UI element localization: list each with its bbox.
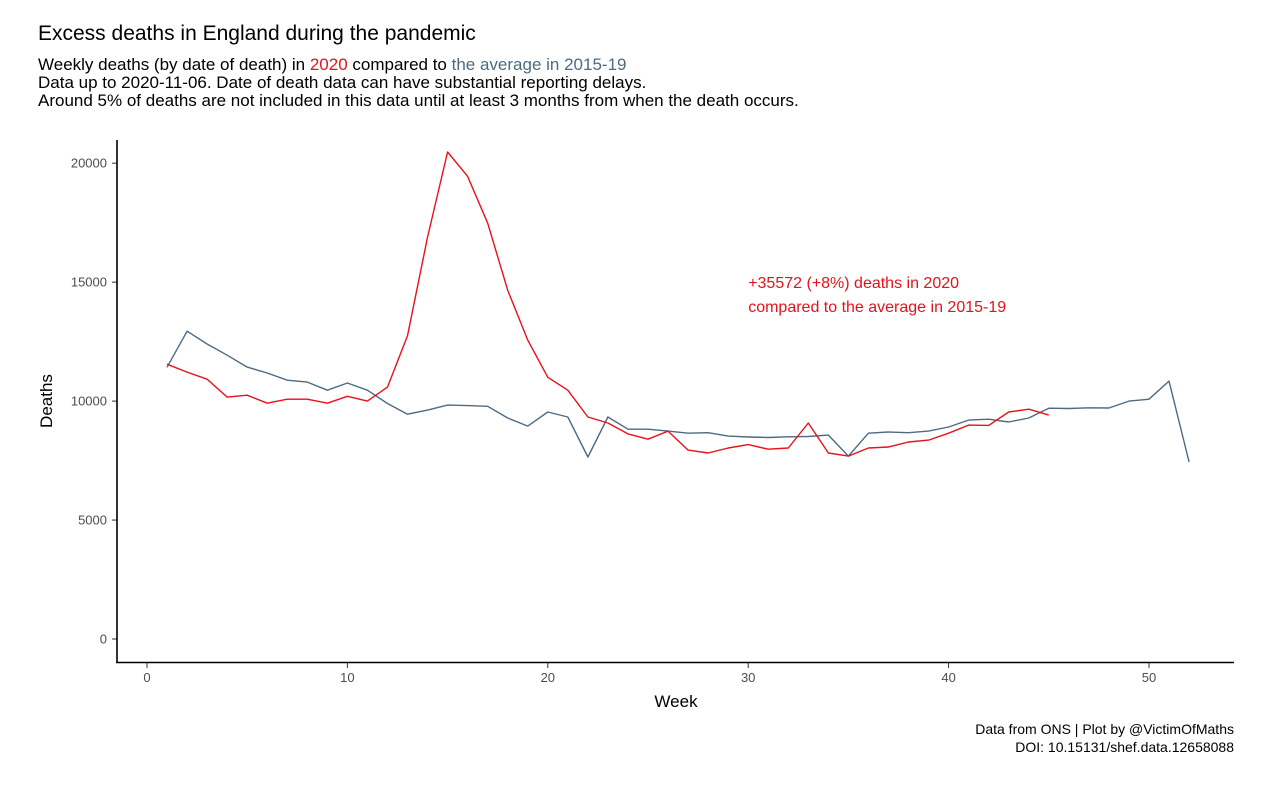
y-tick-label: 15000 xyxy=(71,275,107,290)
subtitle-line-2: Data up to 2020-11-06. Date of death dat… xyxy=(38,73,647,92)
subtitle-2020-legend: 2020 xyxy=(309,55,348,74)
y-tick-label: 5000 xyxy=(78,513,107,528)
x-tick-label: 10 xyxy=(340,670,354,685)
x-tick-label: 20 xyxy=(541,670,555,685)
subtitle-prefix: Weekly deaths (by date of death) in xyxy=(38,55,310,74)
caption-source: Data from ONS | Plot by @VictimOfMaths xyxy=(975,721,1234,737)
subtitle-mid: compared to xyxy=(347,55,452,74)
annotation-line-1: +35572 (+8%) deaths in 2020 xyxy=(748,275,959,292)
x-tick-label: 40 xyxy=(941,670,955,685)
y-axis-title: Deaths xyxy=(37,374,56,428)
x-axis-ticks: 0 10 20 30 40 50 xyxy=(143,663,1156,685)
y-tick-label: 10000 xyxy=(71,394,107,409)
chart-title: Excess deaths in England during the pand… xyxy=(38,22,476,45)
y-tick-label: 0 xyxy=(100,632,107,647)
x-tick-label: 0 xyxy=(143,670,150,685)
y-axis-ticks: 0 5000 10000 15000 20000 xyxy=(71,156,117,647)
subtitle-line-1: Weekly deaths (by date of death) in 2020… xyxy=(38,56,799,74)
series-layer xyxy=(166,151,1190,463)
caption-doi: DOI: 10.15131/shef.data.12658088 xyxy=(1015,739,1234,755)
y-tick-label: 20000 xyxy=(71,156,107,171)
subtitle-average-legend: the average in 2015-19 xyxy=(451,55,627,74)
x-tick-label: 30 xyxy=(741,670,755,685)
series-line-2020 xyxy=(166,151,1049,457)
chart-subtitle: Weekly deaths (by date of death) in 2020… xyxy=(38,56,799,110)
annotation-line-2: compared to the average in 2015-19 xyxy=(748,299,1006,316)
caption: Data from ONS | Plot by @VictimOfMaths D… xyxy=(975,720,1234,756)
x-axis-title: Week xyxy=(654,692,698,711)
series-line-average-2015-19 xyxy=(166,330,1190,463)
subtitle-line-3: Around 5% of deaths are not included in … xyxy=(38,91,799,110)
x-tick-label: 50 xyxy=(1142,670,1156,685)
